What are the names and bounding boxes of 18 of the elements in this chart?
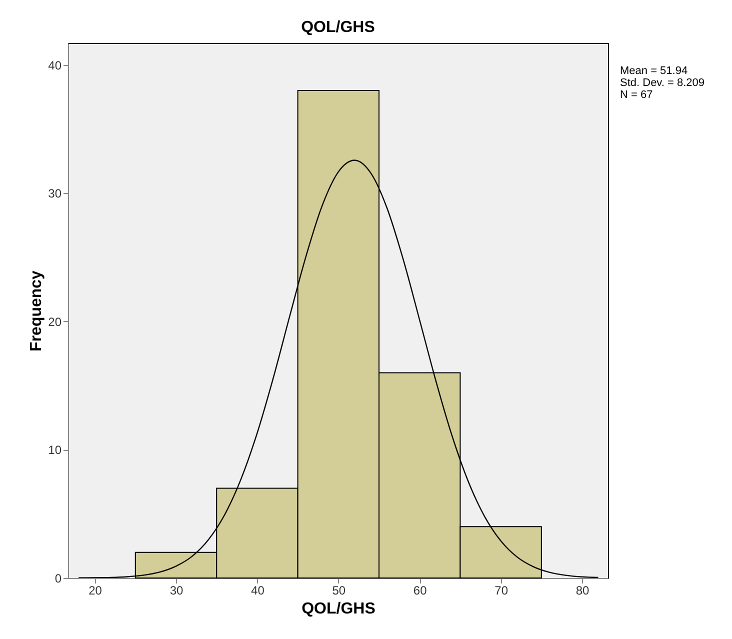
y-tick-label: 0 [54,572,62,586]
y-tick-label: 30 [48,186,62,201]
x-tick-label: 20 [88,584,102,598]
y-axis-title: Frequency [28,270,46,352]
x-tick-label: 50 [332,584,346,598]
y-tick-label: 20 [48,314,62,329]
x-tick-label: 40 [251,584,265,598]
text: Std. Dev. = 8.209 [620,77,704,89]
x-tick-label: 80 [576,584,590,598]
x-tick-label: 70 [494,584,508,598]
text: Mean = 51.94 [620,65,688,77]
y-tick-label: 10 [48,443,62,458]
x-axis-title: QOL/GHS [302,600,376,618]
chart-title: QOL/GHS [301,19,376,36]
text: N = 67 [620,89,653,101]
x-tick-label: 60 [413,584,428,598]
y-tick-label: 40 [48,58,62,72]
x-tick-label: 30 [170,584,184,598]
